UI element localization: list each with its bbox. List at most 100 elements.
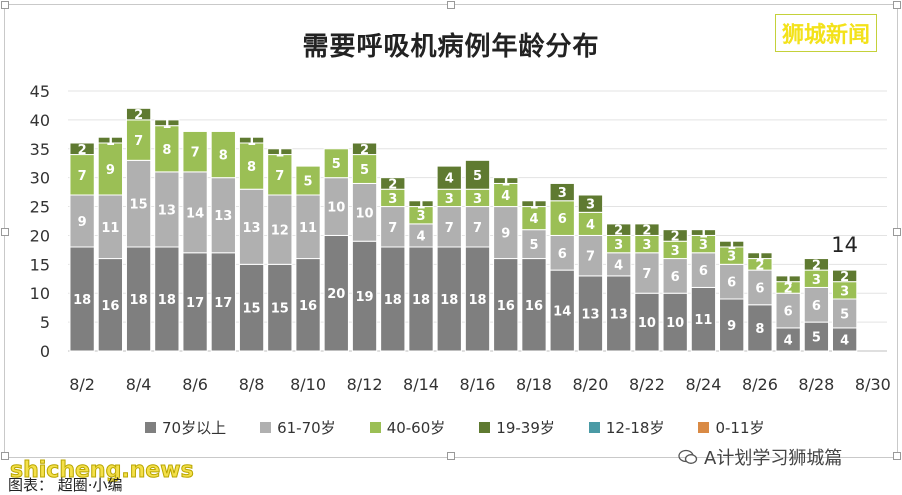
bar-segment: [154, 171, 180, 248]
resize-handle-top-right[interactable]: [893, 1, 901, 9]
y-tick-label: 25: [30, 198, 50, 217]
resize-handle-bottom-right[interactable]: [893, 452, 901, 460]
bar-segment: [690, 252, 717, 288]
y-tick-label: 15: [30, 255, 50, 274]
bar-segment: [408, 246, 434, 352]
bar-segment: [210, 177, 236, 254]
resize-handle-top[interactable]: [447, 1, 455, 9]
data-label: 16: [299, 299, 317, 314]
chart-legend: 70岁以上 61-70岁 40-60岁 19-39岁 12-18岁 0-11岁: [145, 416, 765, 438]
data-label: 18: [468, 293, 486, 308]
bar-segment: [775, 275, 801, 283]
bar-segment: [493, 258, 519, 352]
bar-segment: [577, 234, 604, 277]
data-label: 3: [586, 198, 595, 213]
data-label: 14: [553, 305, 571, 320]
data-label: 19: [355, 290, 373, 305]
data-label: 7: [473, 221, 482, 236]
data-label: 3: [388, 192, 397, 207]
data-label: 7: [134, 134, 143, 149]
data-label: 6: [558, 212, 567, 227]
bar-segment: [267, 148, 293, 156]
wechat-icon: [678, 449, 698, 464]
bar-segment: [295, 258, 321, 352]
bar-segment: [549, 269, 575, 352]
resize-handle-bottom-left[interactable]: [1, 452, 9, 460]
data-label: 10: [327, 201, 345, 216]
data-label: 13: [243, 221, 261, 236]
resize-handle-left[interactable]: [1, 228, 9, 236]
resize-handle-top-left[interactable]: [1, 1, 9, 9]
x-tick-label: 8/18: [516, 375, 552, 394]
bar-segment: [775, 292, 801, 329]
x-tick-label: 8/24: [685, 375, 721, 394]
y-tick-label: 20: [30, 226, 50, 245]
data-label: 18: [384, 293, 402, 308]
data-label: 5: [529, 238, 538, 253]
data-label: 1: [275, 146, 284, 161]
bar-segment: [719, 240, 745, 248]
bar-segment: [606, 223, 632, 236]
bar-segment: [719, 263, 745, 300]
data-label: 3: [840, 284, 849, 299]
bar-segment: [606, 275, 632, 352]
bar-segment: [97, 194, 124, 260]
data-label: 12: [271, 224, 289, 239]
data-label: 8: [162, 143, 171, 158]
x-tick-label: 8/2: [69, 375, 95, 394]
data-label: 4: [586, 218, 595, 233]
x-tick-label: 8/16: [460, 375, 496, 394]
bar-segment: [831, 298, 858, 329]
data-label: 2: [642, 224, 651, 239]
data-label: 2: [614, 224, 623, 239]
bar-segment: [125, 107, 152, 121]
x-tick-label: 8/12: [347, 375, 383, 394]
data-label: 7: [642, 267, 651, 282]
bar-segment: [464, 206, 491, 248]
bar-segment: [69, 154, 95, 196]
data-label: 13: [214, 209, 232, 224]
bar-segment: [295, 165, 321, 196]
data-label: 5: [360, 163, 369, 178]
data-label: 10: [355, 206, 373, 221]
bar-segment: [831, 269, 858, 283]
data-label: 1: [162, 117, 171, 132]
data-label: 7: [78, 169, 87, 184]
data-label: 1: [247, 134, 256, 149]
bar-segment: [634, 223, 660, 236]
legend-swatch: [588, 421, 600, 433]
data-label: 5: [812, 331, 821, 346]
data-label: 4: [416, 229, 425, 244]
data-label: 18: [440, 293, 458, 308]
x-tick-label: 8/20: [572, 375, 608, 394]
data-label: 3: [558, 186, 567, 201]
bar-segment: [154, 119, 180, 127]
data-label: 6: [755, 281, 764, 296]
bar-segment: [690, 286, 717, 352]
bar-segment: [97, 258, 124, 352]
legend-item: 40-60岁: [369, 416, 445, 438]
data-label: 18: [158, 293, 176, 308]
legend-swatch: [479, 421, 491, 433]
data-label: 1: [699, 227, 708, 242]
legend-item: 61-70岁: [260, 416, 336, 438]
data-label: 18: [73, 293, 91, 308]
bar-segment: [408, 200, 434, 208]
legend-item: 70岁以上: [145, 416, 226, 438]
data-label: 18: [130, 293, 148, 308]
bar-segment: [380, 246, 406, 352]
data-label: 13: [581, 307, 599, 322]
data-label: 2: [755, 258, 764, 273]
resize-handle-bottom[interactable]: [447, 452, 455, 460]
data-label: 10: [638, 316, 656, 331]
data-label: 1: [416, 198, 425, 213]
data-label: 9: [501, 227, 510, 242]
data-label: 7: [388, 221, 397, 236]
bar-segment: [323, 234, 349, 352]
bar-segment: [267, 194, 293, 265]
data-label: 10: [666, 316, 684, 331]
resize-handle-right[interactable]: [893, 228, 901, 236]
bar-segment: [295, 194, 321, 260]
data-label: 4: [501, 189, 510, 204]
legend-label: 0-11岁: [715, 418, 765, 437]
